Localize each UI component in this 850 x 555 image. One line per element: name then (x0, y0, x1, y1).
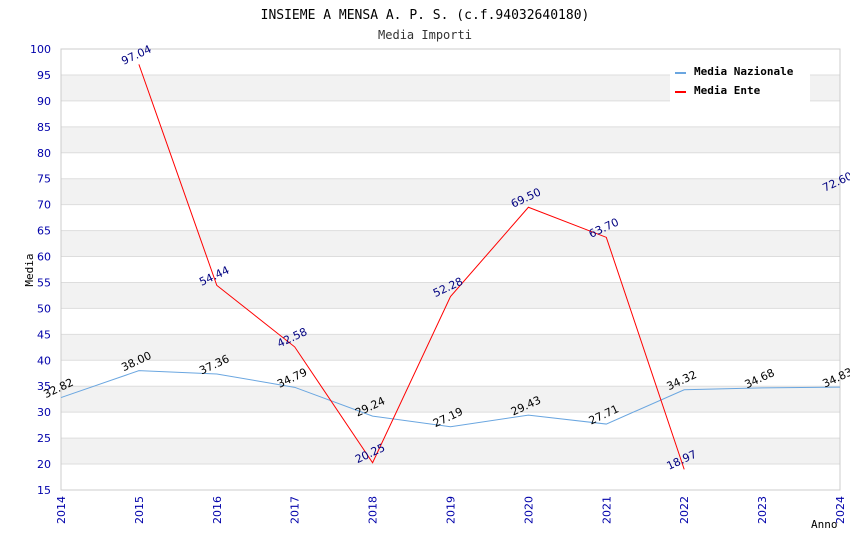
x-tick-label: 2015 (133, 496, 146, 524)
y-tick-label: 70 (37, 199, 51, 212)
x-tick-label: 2021 (600, 496, 613, 524)
x-tick-label: 2014 (55, 496, 68, 524)
grid-band (61, 282, 840, 309)
x-tick-label: 2016 (211, 496, 224, 524)
y-tick-label: 20 (37, 458, 51, 471)
x-tick-label: 2018 (367, 496, 380, 524)
y-tick-label: 50 (37, 302, 51, 315)
x-tick-label: 2024 (834, 496, 847, 524)
legend-label-nazionale: Media Nazionale (694, 65, 794, 78)
y-tick-label: 80 (37, 147, 51, 160)
y-tick-label: 30 (37, 406, 51, 419)
x-tick-label: 2022 (678, 496, 691, 524)
chart-title: INSIEME A MENSA A. P. S. (c.f.9403264018… (261, 8, 590, 23)
grid-bands (61, 74, 840, 465)
y-tick-label: 35 (37, 380, 51, 393)
series-line-ente (138, 64, 685, 470)
y-tick-label: 60 (37, 251, 51, 264)
y-tick-label: 100 (30, 43, 51, 56)
grid-band (61, 334, 840, 361)
grid-band (61, 178, 840, 205)
grid-band (61, 438, 840, 465)
grid-band (61, 230, 840, 257)
x-tick-label: 2020 (522, 496, 535, 524)
y-tick-label: 90 (37, 95, 51, 108)
y-tick-label: 45 (37, 328, 51, 341)
y-axis-label: Media (23, 253, 36, 286)
x-tick-label: 2017 (289, 496, 302, 524)
grid-lines (61, 48, 840, 491)
y-tick-label: 95 (37, 69, 51, 82)
grid-band (61, 126, 840, 153)
series-lines (60, 64, 841, 470)
y-tick-label: 55 (37, 276, 51, 289)
y-tick-label: 85 (37, 121, 51, 134)
series-line-nazionale (60, 370, 841, 428)
plot-frame (60, 48, 841, 491)
y-tick-label: 15 (37, 484, 51, 497)
legend-box (670, 60, 810, 102)
legend-label-ente: Media Ente (694, 84, 761, 97)
y-tick-label: 40 (37, 354, 51, 367)
data-label-ente: 97.04 (119, 43, 153, 68)
y-tick-label: 25 (37, 432, 51, 445)
y-axis-ticks: 15 20 25 30 35 40 45 50 55 60 65 70 75 80 85 90 95 100 (30, 43, 51, 497)
x-tick-label: 2019 (445, 496, 458, 524)
y-tick-label: 65 (37, 225, 51, 238)
y-tick-label: 75 (37, 173, 51, 186)
chart-subtitle: Media Importi (378, 28, 472, 42)
x-tick-label: 2023 (756, 496, 769, 524)
grid-band (61, 386, 840, 413)
x-axis-ticks: 2014 2015 2016 2017 2018 2019 2020 2021 2022 2023… (55, 496, 847, 524)
legend: Media Nazionale Media Ente (670, 60, 810, 102)
x-axis-label: Anno (811, 518, 838, 531)
